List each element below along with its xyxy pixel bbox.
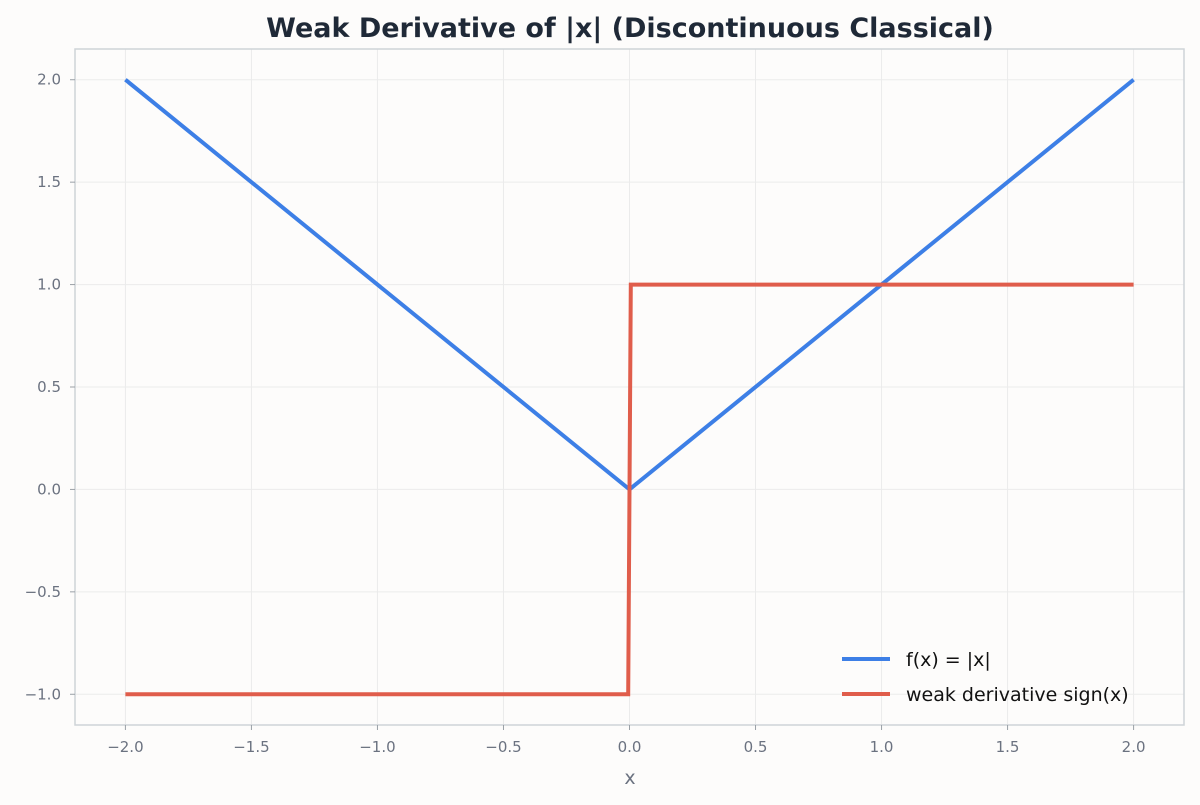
x-tick-label: −2.0 — [107, 738, 143, 756]
x-axis-label: x — [624, 767, 635, 789]
x-tick-label: −1.0 — [359, 738, 395, 756]
legend-label: weak derivative sign(x) — [906, 684, 1129, 706]
legend-label: f(x) = |x| — [906, 649, 991, 671]
y-tick-label: 0.5 — [37, 378, 61, 396]
x-tick-label: 1.0 — [870, 738, 894, 756]
y-tick-label: 0.0 — [37, 480, 61, 498]
series-line-2 — [125, 282, 1134, 697]
x-tick-label: 0.5 — [744, 738, 768, 756]
x-tick-label: −0.5 — [485, 738, 521, 756]
y-tick-label: −0.5 — [25, 583, 61, 601]
x-tick-label: 1.5 — [996, 738, 1020, 756]
y-tick-label: 1.0 — [37, 276, 61, 294]
y-tick-label: 2.0 — [37, 71, 61, 89]
x-tick-label: 2.0 — [1122, 738, 1146, 756]
chart-title: Weak Derivative of |x| (Discontinuous Cl… — [266, 13, 994, 44]
x-tick-label: −1.5 — [233, 738, 269, 756]
y-tick-label: 1.5 — [37, 173, 61, 191]
legend: f(x) = |x| weak derivative sign(x) — [842, 649, 1129, 706]
y-tick-label: −1.0 — [25, 685, 61, 703]
x-tick-label: 0.0 — [618, 738, 642, 756]
series-lines — [124, 78, 1135, 697]
axis-ticks: −2.0 −1.5 −1.0 −0.5 0.0 0.5 1.0 1.5 2.0 −1.0 −0.5 0… — [25, 71, 1146, 756]
